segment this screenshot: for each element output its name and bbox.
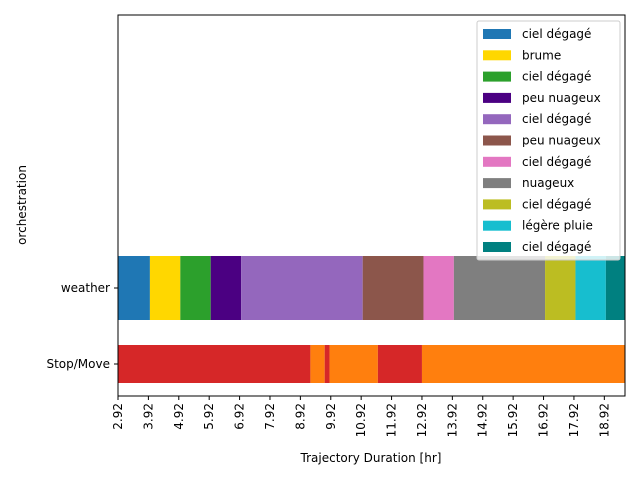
legend-swatch-4	[483, 114, 511, 125]
weather-bar-segment-5	[362, 256, 424, 320]
y-tick-label-0: Stop/Move	[46, 357, 110, 371]
legend-swatch-0	[483, 29, 511, 39]
weather-bar-segment-8	[545, 256, 576, 320]
x-tick-label-6: 8.92	[293, 403, 307, 430]
weather-bar-segment-2	[180, 256, 211, 320]
legend-label-3: peu nuageux	[522, 91, 601, 105]
x-tick-label-3: 5.92	[202, 403, 216, 430]
legend-label-6: ciel dégagé	[522, 155, 591, 169]
legend-label-5: peu nuageux	[522, 134, 601, 148]
x-tick-label-1: 3.92	[141, 403, 155, 430]
x-tick-label-12: 14.92	[476, 403, 490, 437]
stopmove-bar-segment-1	[310, 345, 325, 383]
x-tick-label-13: 15.92	[506, 403, 520, 437]
x-tick-label-0: 2.92	[111, 403, 125, 430]
legend-swatch-9	[483, 220, 511, 231]
legend-swatch-3	[483, 92, 511, 103]
x-tick-label-11: 13.92	[445, 403, 459, 437]
stopmove-bar-segment-4	[377, 345, 422, 383]
stopmove-bar-segment-2	[324, 345, 330, 383]
legend-swatch-10	[483, 242, 511, 252]
x-tick-label-10: 12.92	[415, 403, 429, 437]
axes-layer	[117, 14, 626, 397]
x-tick-label-14: 16.92	[537, 403, 551, 437]
weather-bar-segment-7	[453, 256, 546, 320]
y-ticks: Stop/Move weather	[46, 281, 118, 371]
x-tick-label-5: 7.92	[263, 403, 277, 430]
x-tick-label-15: 17.92	[567, 403, 581, 437]
x-tick-label-7: 9.92	[324, 403, 338, 430]
legend: ciel dégagé brume ciel dégagé peu nuageux ci…	[476, 20, 621, 261]
x-axis-label: Trajectory Duration [hr]	[300, 451, 442, 465]
legend-swatch-2	[483, 71, 511, 82]
weather-bar-segment-1	[149, 256, 181, 320]
legend-box	[476, 20, 621, 261]
y-tick-label-1: weather	[61, 281, 110, 295]
stopmove-bar-segment-0	[118, 345, 311, 383]
stopmove-bar-segment-5	[421, 345, 625, 383]
weather-bar-segment-6	[423, 256, 454, 320]
legend-label-8: ciel dégagé	[522, 197, 591, 211]
legend-label-9: légère pluie	[522, 219, 593, 233]
legend-label-0: ciel dégagé	[522, 27, 591, 41]
legend-swatch-8	[483, 199, 511, 210]
x-ticks: 2.92 3.92 4.92 5.92 6.92 7.92 8.92 9.92 10.92 11.…	[111, 396, 611, 437]
weather-bar-segment-10	[605, 256, 625, 320]
legend-swatch-7	[483, 178, 511, 189]
legend-swatch-5	[483, 135, 511, 146]
legend-label-2: ciel dégagé	[522, 70, 591, 84]
x-tick-label-16: 18.92	[597, 403, 611, 437]
weather-bar-segment-4	[241, 256, 363, 320]
x-tick-label-9: 11.92	[385, 403, 399, 437]
plot-frame	[117, 14, 626, 397]
x-tick-label-4: 6.92	[233, 403, 247, 430]
legend-label-1: brume	[522, 48, 561, 62]
weather-bar-segment-9	[575, 256, 606, 320]
bars-layer	[118, 256, 625, 383]
legend-label-4: ciel dégagé	[522, 112, 591, 126]
y-axis-label: orchestration	[15, 165, 29, 245]
legend-swatch-1	[483, 50, 511, 61]
legend-label-7: nuageux	[522, 176, 574, 190]
stopmove-bar-segment-3	[329, 345, 378, 383]
weather-bar-segment-3	[210, 256, 242, 320]
x-tick-label-8: 10.92	[354, 403, 368, 437]
legend-swatch-6	[483, 156, 511, 167]
weather-bar-segment-0	[118, 256, 150, 320]
x-tick-label-2: 4.92	[172, 403, 186, 430]
legend-label-10: ciel dégagé	[522, 240, 591, 254]
